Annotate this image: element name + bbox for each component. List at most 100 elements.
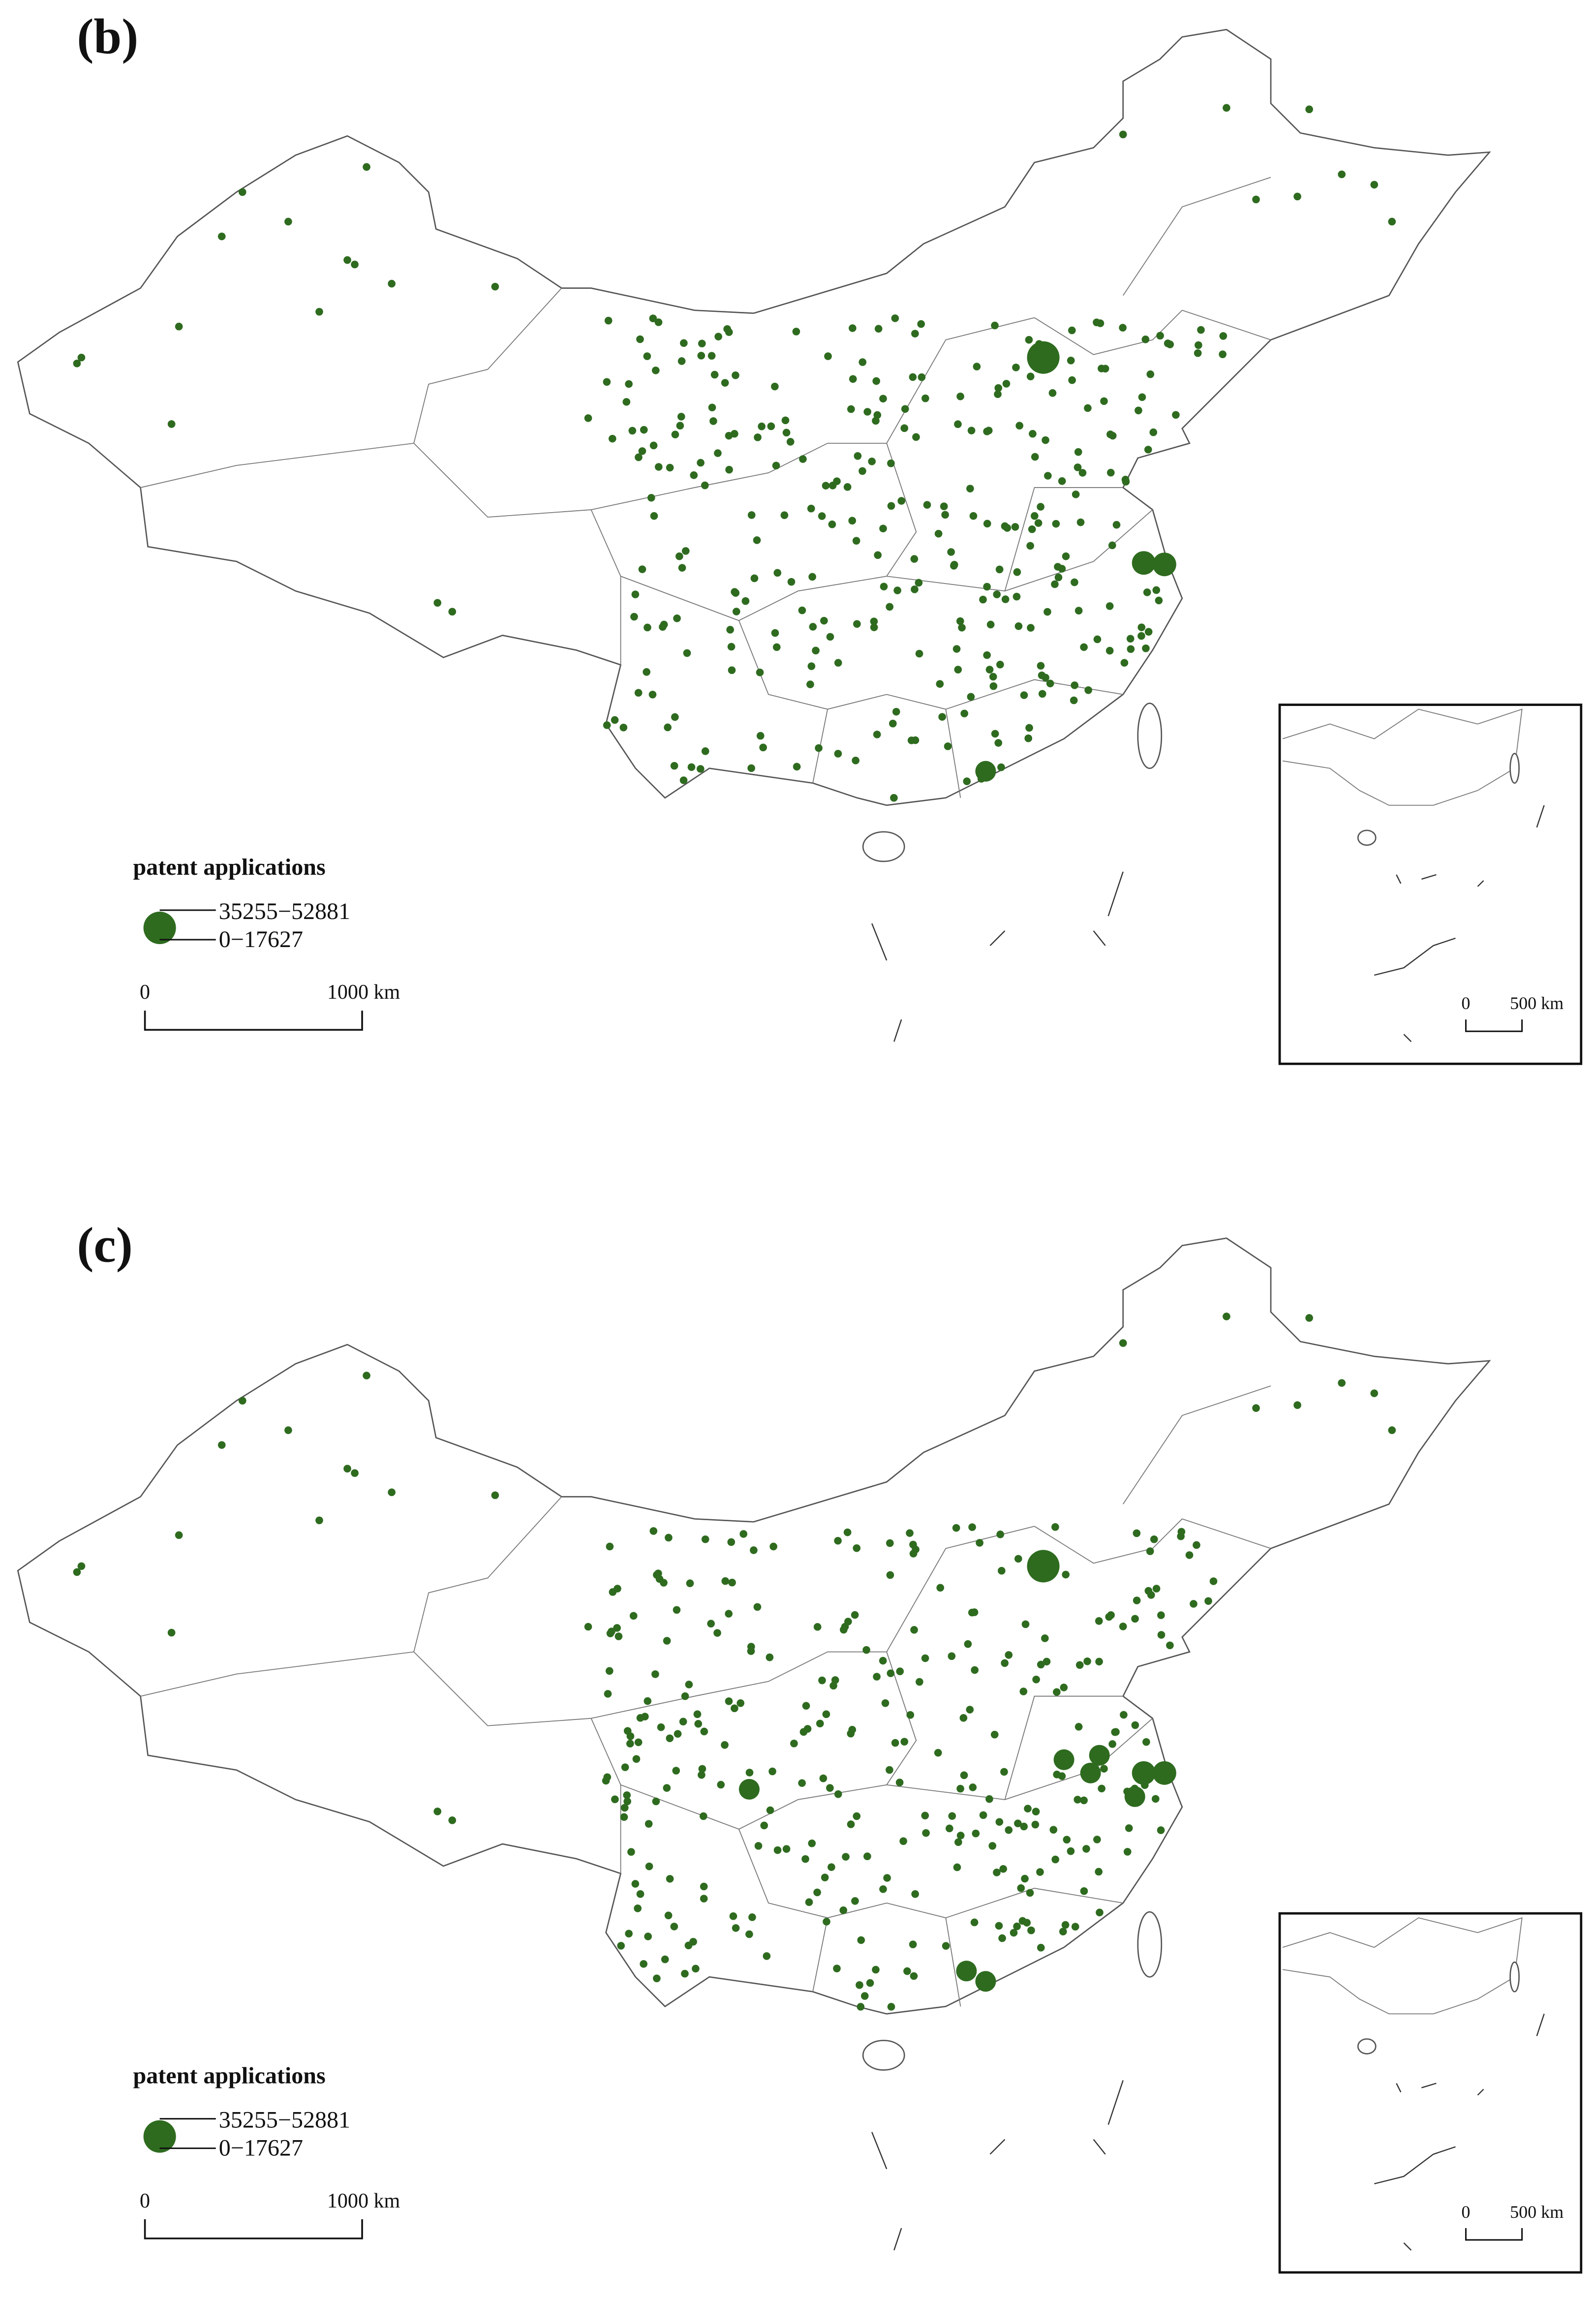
city-point — [721, 1741, 729, 1749]
city-point — [1152, 1585, 1161, 1593]
city-point — [889, 719, 897, 728]
city-point — [843, 483, 852, 491]
city-point — [645, 1820, 653, 1828]
city-point — [73, 359, 81, 368]
scale-label: 1000 km — [327, 2190, 400, 2212]
inset-scale-label: 0 — [1461, 2202, 1470, 2222]
city-point — [1123, 1848, 1132, 1856]
city-point — [1026, 542, 1034, 550]
city-point — [918, 373, 926, 381]
legend-symbol — [143, 911, 176, 945]
city-point — [584, 1623, 592, 1631]
city-point — [901, 405, 909, 413]
city-points — [73, 1313, 1396, 2011]
city-point — [960, 1771, 968, 1779]
city-point — [1185, 1551, 1194, 1559]
city-point — [725, 1697, 733, 1705]
city-point — [1015, 422, 1023, 430]
city-point — [893, 586, 901, 594]
city-point — [872, 417, 880, 425]
city-point — [1144, 446, 1152, 454]
city-point — [739, 1530, 747, 1538]
city-point — [1150, 1535, 1158, 1543]
city-point — [619, 723, 628, 732]
city-point — [766, 1806, 774, 1814]
city-point — [979, 595, 987, 604]
city-point — [710, 370, 719, 379]
inset-frame — [1278, 1912, 1583, 2274]
city-point — [732, 608, 740, 615]
city-point — [1076, 518, 1085, 526]
city-point-large — [1027, 1550, 1060, 1583]
city-point — [363, 163, 370, 171]
city-point — [491, 282, 499, 291]
city-point — [1120, 659, 1129, 667]
city-point — [910, 1972, 918, 1980]
city-point — [626, 1740, 634, 1748]
city-point — [654, 1569, 662, 1577]
city-point — [721, 1577, 730, 1585]
city-point — [766, 1653, 774, 1661]
city-point — [847, 1820, 855, 1828]
city-point — [647, 493, 655, 502]
city-point — [1020, 1822, 1028, 1831]
city-point — [640, 1960, 647, 1968]
city-point — [1338, 1379, 1346, 1387]
city-point — [663, 1637, 671, 1645]
city-point — [1058, 1772, 1066, 1780]
city-point — [1011, 523, 1019, 531]
city-point — [848, 517, 857, 525]
city-point — [923, 501, 931, 509]
city-point — [659, 623, 667, 631]
city-point — [903, 1967, 911, 1975]
island — [862, 831, 905, 862]
city-point — [727, 643, 736, 651]
city-point — [1025, 336, 1033, 344]
city-point — [756, 668, 764, 676]
city-point — [692, 1964, 700, 1973]
city-point — [1147, 1591, 1155, 1599]
city-point — [1112, 1728, 1120, 1736]
city-point — [1157, 1826, 1165, 1834]
city-point — [991, 321, 999, 330]
city-point — [852, 537, 860, 545]
city-point — [773, 569, 782, 577]
city-point — [991, 730, 999, 738]
city-point — [745, 1769, 754, 1777]
city-point — [1133, 1529, 1141, 1537]
city-point — [315, 307, 323, 316]
city-point — [1068, 376, 1076, 384]
city-point — [769, 1542, 777, 1551]
city-point — [1084, 686, 1092, 694]
city-point — [859, 467, 866, 475]
city-point — [1080, 1887, 1088, 1895]
city-point — [713, 1629, 721, 1637]
city-point — [936, 1584, 945, 1592]
city-point — [625, 1930, 633, 1938]
city-point — [700, 1882, 708, 1891]
city-point — [782, 1845, 791, 1853]
city-point — [175, 322, 183, 331]
city-point — [1071, 1923, 1079, 1931]
city-point — [753, 1603, 762, 1611]
city-point — [1051, 1855, 1059, 1864]
city-point — [868, 458, 876, 465]
city-point — [1029, 429, 1037, 438]
province-boundary — [1034, 177, 1271, 355]
city-point — [670, 762, 678, 770]
city-point — [1044, 472, 1052, 480]
city-point — [863, 1852, 871, 1861]
city-point — [626, 1732, 635, 1740]
city-point — [1013, 1922, 1021, 1931]
city-point-large — [1080, 1762, 1101, 1783]
city-point — [857, 1936, 865, 1944]
city-point — [632, 1755, 641, 1763]
island-line — [871, 923, 888, 961]
inset-island — [1509, 1961, 1520, 1993]
city-point — [753, 536, 761, 544]
city-point — [896, 1667, 904, 1676]
city-point — [983, 520, 991, 528]
city-point — [984, 427, 993, 434]
city-point — [1020, 691, 1028, 699]
city-point — [1024, 1805, 1032, 1813]
